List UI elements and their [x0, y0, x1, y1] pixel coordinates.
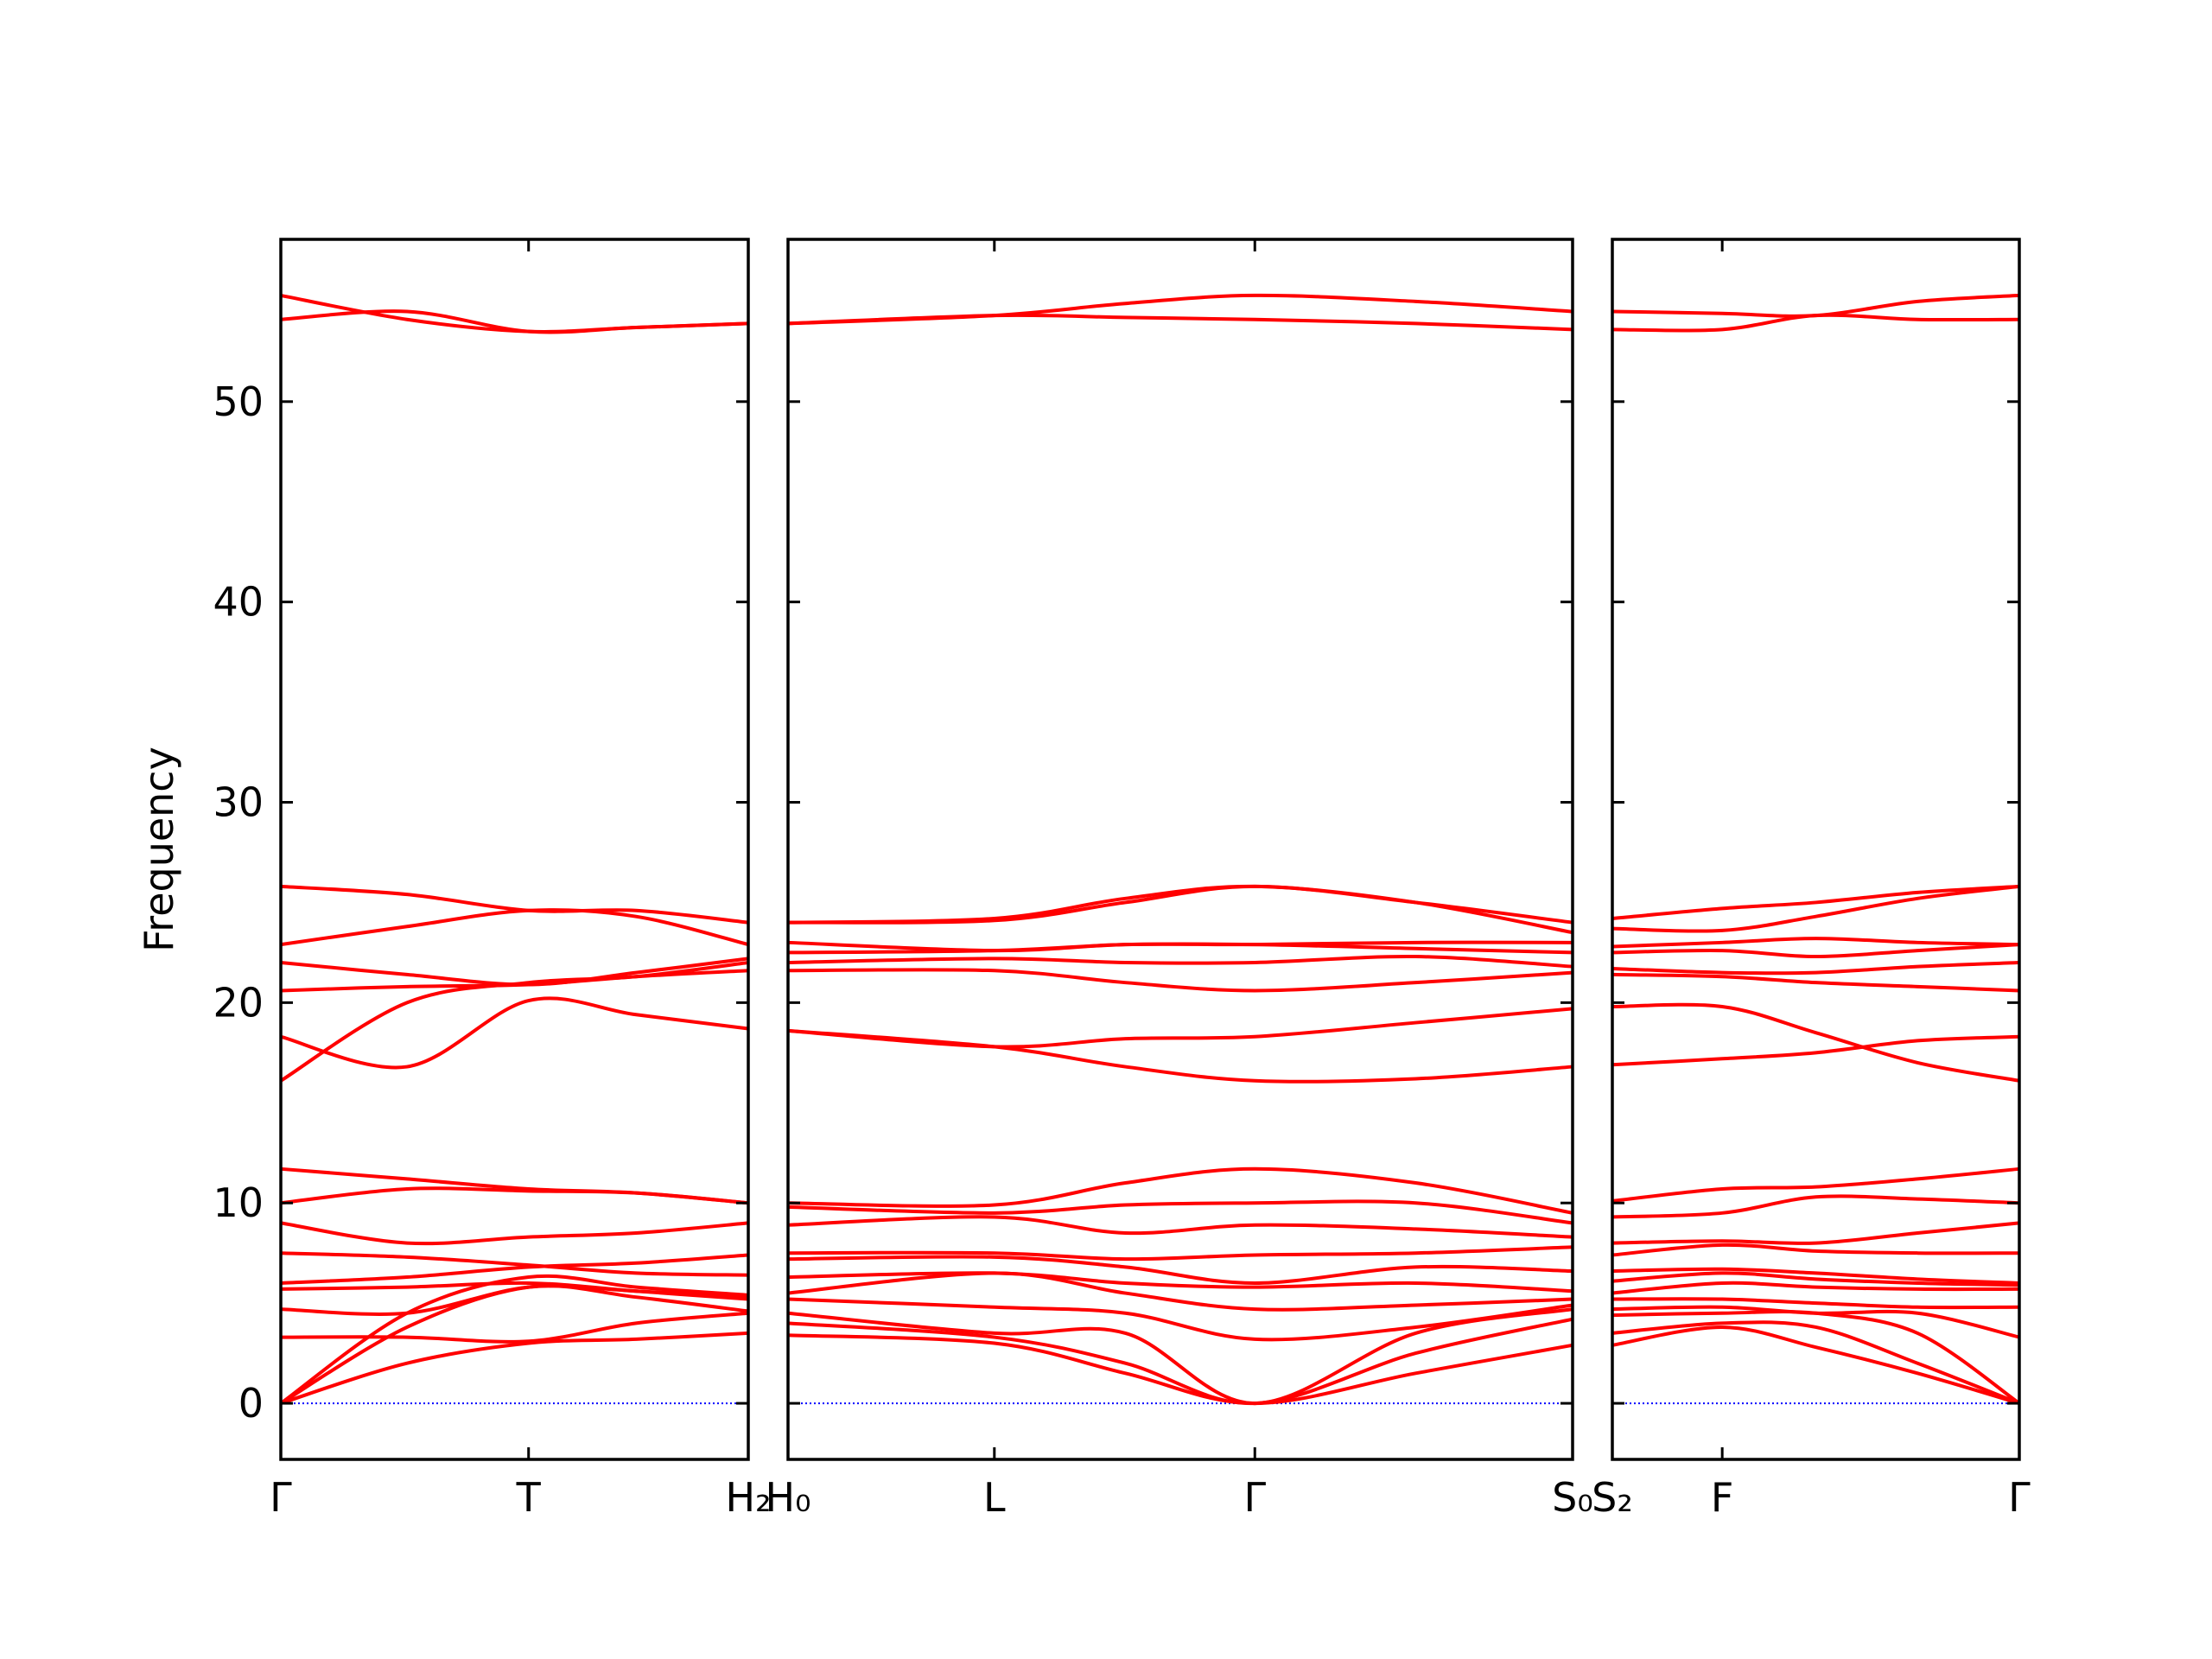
band-line	[787, 1297, 1573, 1342]
band-line	[787, 1245, 1573, 1262]
panel-frame	[786, 238, 1574, 1461]
panel-frame	[1611, 238, 2021, 1461]
band-line	[787, 1028, 1573, 1084]
y-tick-label: 10	[213, 1179, 264, 1226]
band-line	[1611, 1271, 2020, 1287]
band-line	[787, 1271, 1573, 1312]
band-line	[787, 1007, 1573, 1049]
band-line	[1611, 937, 2020, 949]
band-line	[280, 309, 749, 334]
band-line	[1611, 1002, 2020, 1083]
x-tick-label: Γ	[1243, 1474, 1266, 1521]
band-line	[280, 1221, 749, 1246]
band-line	[1611, 1305, 2020, 1339]
x-tick-label: Γ	[2008, 1474, 2031, 1521]
band-line	[279, 1274, 749, 1405]
x-tick-label: H₂	[725, 1474, 771, 1521]
band-line	[787, 1317, 1573, 1406]
band-line	[787, 1166, 1573, 1215]
band-line	[280, 1251, 749, 1277]
band-line	[1611, 293, 2020, 318]
band-line	[1611, 884, 2020, 920]
band-line	[1611, 1325, 2020, 1405]
band-line	[787, 1333, 1573, 1406]
band-line	[787, 1255, 1573, 1285]
band-line	[1611, 943, 2020, 959]
y-tick-label: 50	[213, 378, 264, 425]
x-tick-label: S₀	[1552, 1474, 1593, 1521]
band-line	[787, 968, 1573, 993]
band-line	[280, 1166, 749, 1205]
y-tick-label: 30	[213, 779, 264, 826]
band-line	[787, 1307, 1573, 1406]
band-line	[787, 1215, 1573, 1239]
band-line	[787, 954, 1573, 969]
band-line	[280, 1253, 749, 1285]
band-line	[787, 940, 1573, 953]
x-tick-label: S₂	[1592, 1474, 1633, 1521]
band-line	[1611, 313, 2020, 333]
band-line	[1611, 1034, 2020, 1067]
band-line	[787, 1271, 1573, 1294]
x-tick-label: F	[1711, 1474, 1733, 1521]
band-line	[280, 969, 749, 993]
band-line	[1611, 1320, 2020, 1405]
band-line	[280, 957, 749, 987]
band-line	[1611, 1281, 2020, 1295]
band-line	[280, 996, 749, 1070]
band-line	[1611, 961, 2020, 976]
band-line	[787, 884, 1573, 925]
band-line	[787, 313, 1573, 332]
y-tick-label: 40	[213, 579, 264, 626]
band-line	[280, 1281, 749, 1301]
band-line	[280, 293, 749, 334]
band-line	[1611, 1194, 2020, 1219]
x-tick-label: T	[516, 1474, 542, 1521]
band-line	[1611, 972, 2020, 993]
y-tick-label: 0	[238, 1380, 264, 1427]
band-line	[787, 1199, 1573, 1225]
panel-frame	[279, 238, 750, 1461]
band-line	[1611, 884, 2020, 933]
x-tick-label: Γ	[270, 1474, 292, 1521]
x-tick-label: L	[983, 1474, 1006, 1521]
band-line	[1611, 1267, 2020, 1285]
band-line	[1611, 1297, 2020, 1310]
band-line	[280, 884, 749, 925]
x-tick-label: H₀	[765, 1474, 810, 1521]
band-line	[280, 1311, 749, 1344]
y-axis-label: Frequency	[136, 747, 182, 952]
y-tick-label: 20	[213, 979, 264, 1026]
band-line	[280, 1331, 749, 1405]
band-line	[1611, 1221, 2020, 1245]
band-line	[1611, 1243, 2020, 1257]
band-line	[787, 293, 1573, 326]
band-line	[1611, 1166, 2020, 1203]
